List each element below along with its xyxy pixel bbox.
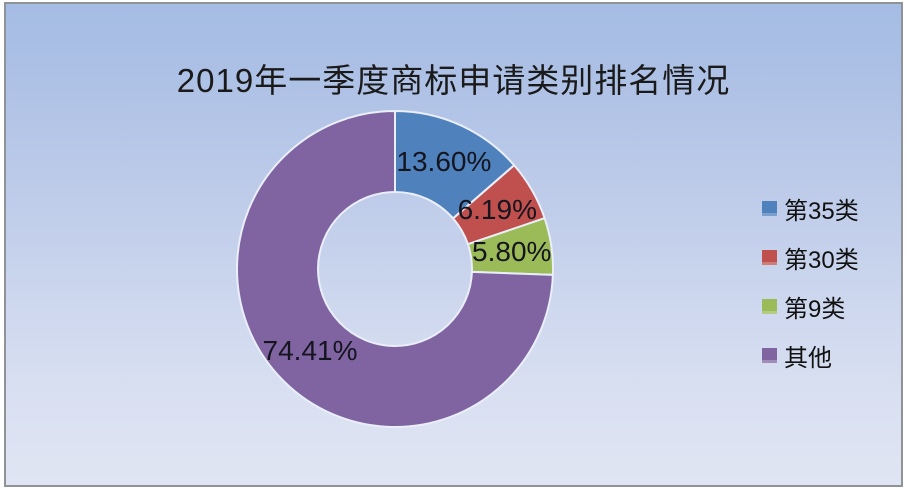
legend-swatch-icon	[762, 348, 777, 363]
legend-item-label: 第30类	[784, 247, 859, 274]
chart-title: 2019年一季度商标申请类别排名情况	[176, 62, 731, 99]
legend-item-3: 第9类	[762, 282, 859, 331]
slice-label-4: 74.41%	[262, 334, 358, 366]
legend-item-1: 第35类	[762, 184, 859, 233]
legend-item-label: 第35类	[784, 198, 859, 225]
legend-swatch-icon	[762, 299, 777, 314]
slice-label-2: 6.19%	[457, 194, 537, 226]
slice-label-3: 5.80%	[472, 235, 552, 267]
legend-item-label: 第9类	[784, 296, 846, 323]
legend-swatch-icon	[762, 201, 777, 216]
legend: 第35类第30类第9类其他	[762, 184, 859, 380]
legend-item-2: 第30类	[762, 233, 859, 282]
legend-swatch-icon	[762, 250, 777, 265]
legend-item-label: 其他	[784, 345, 832, 372]
legend-item-4: 其他	[762, 331, 859, 380]
slice-label-1: 13.60%	[396, 145, 492, 177]
donut-slice-4	[236, 110, 554, 428]
